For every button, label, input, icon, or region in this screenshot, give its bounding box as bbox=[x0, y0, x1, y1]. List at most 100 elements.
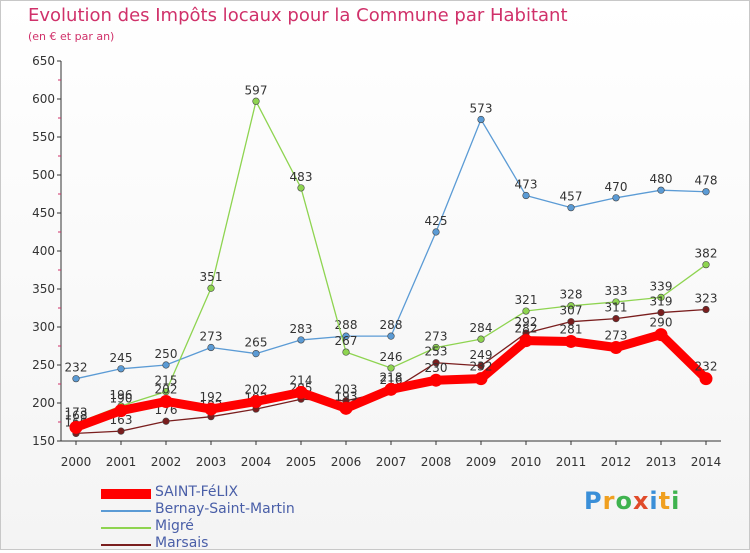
data-point bbox=[612, 315, 620, 323]
data-point bbox=[609, 341, 623, 355]
y-tick-label: 250 bbox=[32, 358, 55, 372]
data-point bbox=[567, 302, 575, 310]
data-point bbox=[699, 372, 713, 386]
data-point bbox=[207, 284, 215, 292]
data-label: 321 bbox=[515, 293, 538, 307]
data-label: 288 bbox=[335, 318, 358, 332]
legend-label: SAINT-FéLIX bbox=[155, 484, 239, 500]
logo-letter: P bbox=[584, 487, 603, 515]
data-label: 284 bbox=[470, 321, 493, 335]
data-point bbox=[114, 404, 128, 418]
y-tick-label: 600 bbox=[32, 92, 55, 106]
data-label: 483 bbox=[290, 170, 313, 184]
data-label: 273 bbox=[200, 330, 223, 344]
data-label: 192 bbox=[200, 390, 223, 404]
data-label: 290 bbox=[650, 316, 673, 330]
x-tick-label: 2009 bbox=[466, 455, 497, 469]
data-label: 230 bbox=[425, 361, 448, 375]
data-point bbox=[297, 184, 305, 192]
data-label: 288 bbox=[380, 318, 403, 332]
legend-label: Bernay-Saint-Martin bbox=[155, 501, 295, 517]
data-label: 196 bbox=[110, 388, 133, 402]
data-label: 245 bbox=[110, 351, 133, 365]
data-label: 292 bbox=[515, 315, 538, 329]
data-label: 273 bbox=[425, 330, 448, 344]
data-label: 573 bbox=[470, 102, 493, 116]
chart-subtitle: (en € et par an) bbox=[28, 30, 115, 43]
logo-letter: t bbox=[658, 487, 672, 515]
data-label: 190 bbox=[110, 392, 133, 406]
data-label: 311 bbox=[605, 301, 628, 315]
data-label: 214 bbox=[290, 373, 313, 387]
logo-letter: x bbox=[632, 487, 650, 515]
data-point bbox=[522, 191, 530, 200]
data-point bbox=[387, 332, 395, 340]
data-label: 232 bbox=[695, 360, 718, 374]
data-point bbox=[564, 334, 578, 348]
data-point bbox=[252, 350, 260, 358]
data-label: 319 bbox=[650, 295, 673, 309]
data-label: 273 bbox=[605, 329, 628, 343]
legend-item: SAINT-FéLIX bbox=[101, 484, 361, 502]
data-label: 249 bbox=[470, 348, 493, 362]
data-label: 265 bbox=[245, 336, 268, 350]
data-label: 218 bbox=[380, 370, 403, 384]
data-label: 283 bbox=[290, 322, 313, 336]
x-tick-label: 2002 bbox=[151, 455, 182, 469]
y-tick-label: 650 bbox=[32, 54, 55, 68]
x-tick-label: 2014 bbox=[691, 455, 722, 469]
data-label: 382 bbox=[695, 247, 718, 261]
logo-letter: i bbox=[671, 487, 681, 515]
data-point bbox=[474, 372, 488, 386]
legend-swatch bbox=[101, 510, 151, 512]
data-point bbox=[69, 420, 83, 434]
data-point bbox=[204, 402, 218, 416]
legend-swatch bbox=[101, 527, 151, 529]
data-label: 457 bbox=[560, 190, 583, 204]
data-point bbox=[162, 361, 170, 369]
x-tick-label: 2005 bbox=[286, 455, 317, 469]
y-tick-label: 150 bbox=[32, 434, 55, 448]
data-label: 351 bbox=[200, 270, 223, 284]
x-tick-label: 2006 bbox=[331, 455, 362, 469]
data-label: 328 bbox=[560, 288, 583, 302]
logo-letter: o bbox=[615, 487, 633, 515]
y-tick-label: 500 bbox=[32, 168, 55, 182]
logo-letter: i bbox=[649, 487, 659, 515]
data-label: 232 bbox=[65, 361, 88, 375]
x-tick-label: 2000 bbox=[61, 455, 92, 469]
y-tick-label: 200 bbox=[32, 396, 55, 410]
data-point bbox=[657, 186, 665, 194]
data-point bbox=[294, 385, 308, 399]
legend-swatch bbox=[101, 544, 151, 546]
data-label: 281 bbox=[560, 322, 583, 336]
legend-swatch bbox=[101, 489, 151, 499]
y-tick-label: 450 bbox=[32, 206, 55, 220]
x-tick-label: 2001 bbox=[106, 455, 137, 469]
data-point bbox=[567, 204, 575, 212]
data-point bbox=[384, 382, 398, 396]
x-tick-label: 2013 bbox=[646, 455, 677, 469]
data-point bbox=[342, 348, 350, 356]
data-point bbox=[519, 334, 533, 348]
x-tick-label: 2008 bbox=[421, 455, 452, 469]
data-point bbox=[297, 336, 305, 344]
data-point bbox=[654, 328, 668, 342]
data-label: 282 bbox=[515, 322, 538, 336]
data-label: 216 bbox=[380, 373, 403, 387]
data-label: 307 bbox=[560, 304, 583, 318]
data-point bbox=[72, 375, 80, 383]
chart-title: Evolution des Impôts locaux pour la Comm… bbox=[28, 5, 568, 26]
data-label: 425 bbox=[425, 214, 448, 228]
data-point bbox=[432, 359, 440, 367]
y-tick-label: 400 bbox=[32, 244, 55, 258]
data-label: 339 bbox=[650, 279, 673, 293]
data-label: 168 bbox=[65, 408, 88, 422]
data-point bbox=[477, 335, 485, 343]
data-label: 203 bbox=[335, 383, 358, 397]
data-point bbox=[702, 305, 710, 314]
x-tick-label: 2004 bbox=[241, 455, 272, 469]
data-label: 246 bbox=[380, 350, 403, 364]
data-point bbox=[477, 362, 485, 370]
